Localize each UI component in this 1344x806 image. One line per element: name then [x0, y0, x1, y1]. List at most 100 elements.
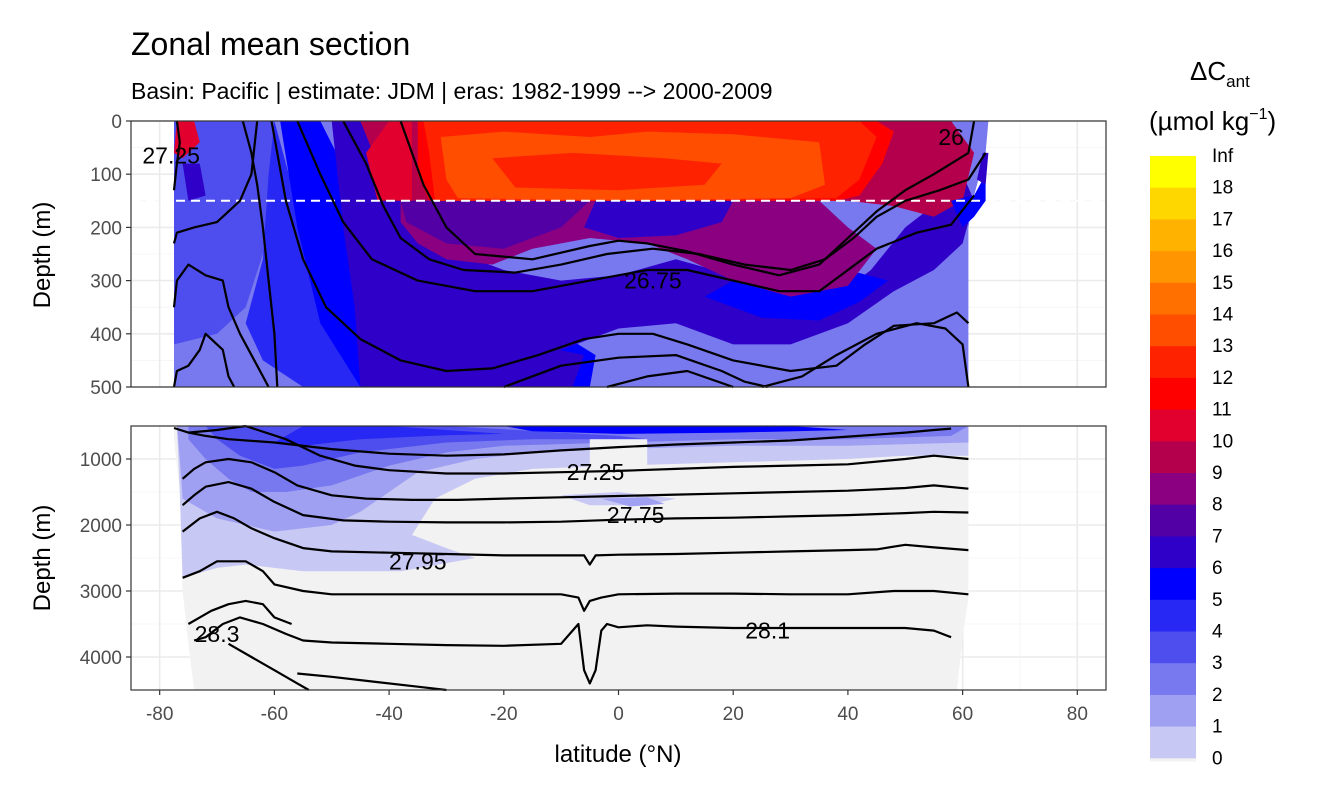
isopycnal-line	[296, 120, 975, 293]
y-axis-title-upper: Depth (m)	[29, 202, 56, 309]
legend-label: 14	[1212, 305, 1234, 326]
isopycnal-label: 28.3	[195, 621, 240, 647]
legend-label: 4	[1212, 622, 1223, 643]
isopycnals-upper	[172, 120, 987, 389]
isopycnal-line	[297, 672, 447, 692]
chart-subtitle: Basin: Pacific | estimate: JDM | eras: 1…	[131, 78, 773, 104]
cant-level-6-7-deep	[377, 323, 585, 387]
y-axis-title-lower: Depth (m)	[29, 505, 56, 612]
plot-area: 27.2526.7526010020030040050027.2527.7527…	[80, 112, 1107, 725]
legend-label: 11	[1212, 400, 1232, 421]
cant-level-0-1-plume	[589, 439, 648, 486]
isopycnal-line	[172, 120, 259, 244]
legend: ΔCant (µmol kg−1) Inf 18 17 16 15 14 13 12 11 10 9…	[1149, 56, 1276, 769]
cant-level-4-5	[245, 121, 390, 387]
y-tick-label: 400	[90, 325, 122, 346]
isopycnal-line	[172, 120, 181, 191]
isopycnal-line	[182, 560, 969, 612]
legend-label: 6	[1212, 558, 1223, 579]
isopycnal-line	[399, 120, 976, 277]
y-tick-label: 4000	[80, 648, 122, 669]
isopycnal-line	[503, 354, 768, 389]
isopycnal-line	[245, 424, 969, 475]
isopycnal-line	[181, 457, 969, 501]
legend-label: Inf	[1212, 146, 1234, 167]
legend-swatch	[1150, 314, 1196, 347]
isopycnal-line	[241, 120, 279, 388]
legend-swatch	[1150, 504, 1196, 537]
x-tick-label: 60	[952, 704, 973, 725]
panel-border	[130, 120, 1107, 388]
isopycnal-label: 26.75	[624, 268, 682, 294]
legend-title: ΔCant	[1190, 56, 1250, 91]
isopycnal-label: 27.25	[567, 459, 625, 485]
cant-level-6-7	[331, 121, 975, 387]
y-tick-label: 100	[90, 165, 122, 186]
cant-level-6-7-north	[977, 152, 989, 185]
isopycnal-label: 28.1	[745, 618, 790, 644]
isopycnal-label: 27.95	[389, 548, 447, 574]
cant-level-12-13-patch	[492, 152, 722, 191]
x-axis-title: latitude (°N)	[555, 741, 682, 768]
cant-level-6-7-south	[182, 163, 206, 201]
isopycnal-line	[181, 481, 969, 524]
isopycnal-line	[227, 642, 310, 691]
cant-level-10-11	[366, 121, 412, 201]
cant-level-2-3-patch	[601, 497, 665, 507]
legend-label: 8	[1212, 495, 1223, 516]
legend-label: 17	[1212, 209, 1233, 230]
legend-swatch	[1150, 409, 1196, 442]
isopycnal-line	[761, 322, 970, 389]
legend-swatch	[1150, 441, 1196, 474]
cant-level-5-6	[274, 426, 504, 446]
legend-label: 9	[1212, 463, 1223, 484]
legend-swatch	[1150, 282, 1196, 315]
legend-swatch	[1150, 187, 1196, 220]
legend-swatch	[1150, 156, 1196, 189]
legend-swatch	[1150, 377, 1196, 411]
legend-label: 0	[1212, 748, 1223, 769]
x-tick-label: -20	[490, 704, 517, 725]
legend-label: 18	[1212, 178, 1233, 199]
delta-cant-field-upper	[174, 121, 989, 387]
isopycnal-label: 26	[938, 124, 964, 150]
legend-swatch	[1150, 473, 1196, 506]
legend-swatch	[1150, 251, 1196, 284]
isopycnal-line	[188, 424, 246, 434]
legend-unit: (µmol kg−1)	[1149, 106, 1276, 136]
legend-label: 10	[1212, 431, 1233, 452]
cant-level-10-11-south	[174, 121, 200, 159]
x-tick-label: -40	[375, 704, 402, 725]
isopycnal-label: 27.25	[142, 143, 200, 169]
legend-swatch	[1150, 631, 1196, 664]
x-tick-label: 80	[1067, 704, 1088, 725]
y-tick-label: 3000	[80, 582, 122, 603]
legend-swatch	[1150, 536, 1196, 569]
legend-swatch	[1150, 346, 1196, 379]
legend-label: 12	[1212, 368, 1233, 389]
isopycnal-line	[193, 616, 952, 685]
isopycnal-line	[187, 599, 292, 626]
legend-swatch	[1150, 219, 1196, 252]
legend-label: 2	[1212, 685, 1223, 706]
chart-title: Zonal mean section	[131, 26, 410, 62]
x-tick-label: -80	[146, 704, 173, 725]
legend-swatch	[1150, 568, 1196, 601]
legend-label: 5	[1212, 590, 1223, 611]
cant-level-7-8	[400, 200, 590, 249]
legend-label: 13	[1212, 336, 1233, 357]
x-tick-label: 0	[613, 704, 624, 725]
y-tick-label: 1000	[80, 450, 122, 471]
isopycnal-line	[606, 369, 734, 389]
legend-label: 15	[1212, 273, 1233, 294]
legend-label: 16	[1212, 241, 1233, 262]
legend-swatch	[1150, 694, 1196, 728]
cant-level-5-6-east	[503, 426, 848, 434]
legend-swatch	[1150, 663, 1196, 696]
y-tick-label: 200	[90, 218, 122, 239]
legend-swatch	[1150, 599, 1196, 632]
y-tick-label: 0	[111, 112, 122, 133]
y-tick-label: 2000	[80, 516, 122, 537]
isopycnal-line	[181, 510, 969, 566]
